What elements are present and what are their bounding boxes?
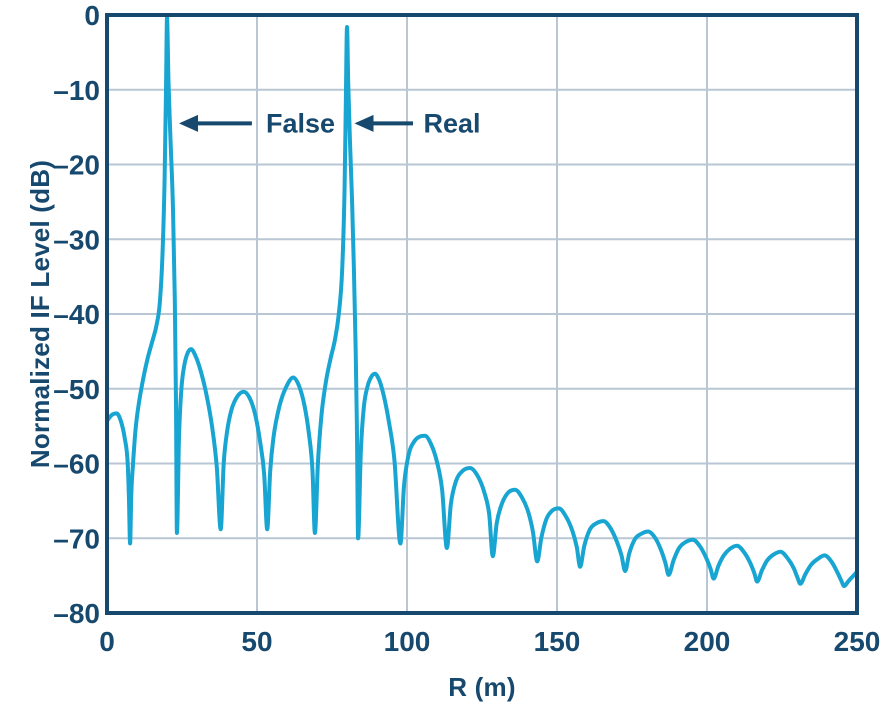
false-arrow-head-icon	[179, 114, 198, 132]
y-axis-title: Normalized IF Level (dB)	[25, 159, 55, 469]
x-tick-label-150: 150	[534, 626, 581, 657]
y-tick-label--20: –20	[53, 150, 100, 181]
y-tick-label--50: –50	[53, 374, 100, 405]
plot-frame	[105, 13, 859, 615]
x-tick-label-200: 200	[684, 626, 731, 657]
y-tick-label--10: –10	[53, 75, 100, 106]
if-level-curve	[105, 15, 859, 589]
real-arrow-head-icon	[354, 114, 374, 132]
y-tick-label--70: –70	[53, 523, 100, 554]
x-tick-label-100: 100	[384, 626, 431, 657]
false-peak-label: False	[266, 108, 335, 138]
x-tick-label-0: 0	[99, 626, 115, 657]
x-tick-label-250: 250	[834, 626, 881, 657]
x-tick-label-50: 50	[241, 626, 272, 657]
y-tick-label--60: –60	[53, 449, 100, 480]
x-axis-title: R (m)	[448, 672, 516, 702]
y-tick-label--30: –30	[53, 224, 100, 255]
y-tick-label--40: –40	[53, 299, 100, 330]
y-tick-label-0: 0	[84, 0, 100, 31]
y-tick-label--80: –80	[53, 598, 100, 629]
real-peak-label: Real	[423, 108, 480, 138]
